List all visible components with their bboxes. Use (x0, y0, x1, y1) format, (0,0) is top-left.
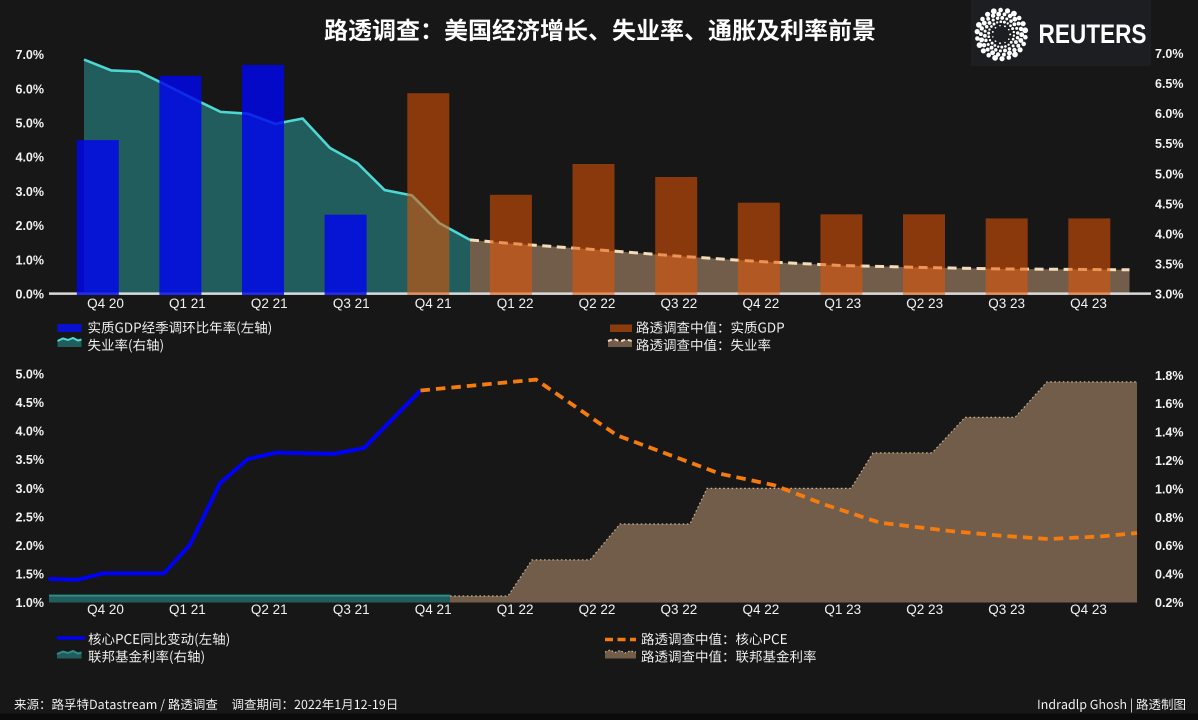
svg-text:Q3 21: Q3 21 (333, 296, 370, 311)
svg-text:Q4 20: Q4 20 (87, 602, 124, 617)
svg-text:3.5%: 3.5% (1155, 257, 1184, 271)
svg-text:0.4%: 0.4% (1155, 568, 1184, 582)
svg-text:Q4 21: Q4 21 (415, 296, 452, 311)
svg-text:Q4 22: Q4 22 (743, 602, 780, 617)
svg-text:6.0%: 6.0% (16, 82, 45, 96)
svg-text:3.0%: 3.0% (16, 482, 45, 496)
svg-text:7.0%: 7.0% (16, 48, 45, 62)
svg-text:5.0%: 5.0% (1155, 167, 1184, 181)
svg-text:0.2%: 0.2% (1155, 596, 1184, 610)
svg-text:5.0%: 5.0% (16, 117, 45, 131)
svg-text:3.0%: 3.0% (1155, 288, 1184, 302)
svg-text:Q3 21: Q3 21 (333, 602, 370, 617)
svg-text:Q4 22: Q4 22 (743, 296, 780, 311)
svg-text:Q2 22: Q2 22 (579, 602, 616, 617)
svg-text:6.0%: 6.0% (1155, 107, 1184, 121)
svg-text:2.5%: 2.5% (16, 510, 45, 524)
svg-text:Q2 23: Q2 23 (906, 296, 943, 311)
svg-text:Q1 23: Q1 23 (824, 602, 861, 617)
svg-text:Q4 23: Q4 23 (1070, 296, 1107, 311)
svg-text:6.5%: 6.5% (1155, 77, 1184, 91)
svg-text:Q4 20: Q4 20 (87, 296, 124, 311)
svg-text:REUTERS: REUTERS (1039, 19, 1147, 49)
svg-text:0.8%: 0.8% (1155, 511, 1184, 525)
svg-text:Q4 21: Q4 21 (415, 602, 452, 617)
svg-text:1.2%: 1.2% (1155, 454, 1184, 468)
svg-text:Q3 23: Q3 23 (988, 602, 1025, 617)
svg-text:Q3 22: Q3 22 (661, 296, 698, 311)
svg-text:4.5%: 4.5% (16, 396, 45, 410)
svg-text:1.6%: 1.6% (1155, 397, 1184, 411)
svg-text:Q1 22: Q1 22 (497, 602, 534, 617)
svg-text:Q2 21: Q2 21 (251, 602, 288, 617)
svg-text:5.5%: 5.5% (1155, 137, 1184, 151)
svg-text:4.0%: 4.0% (1155, 227, 1184, 241)
svg-text:Q4 23: Q4 23 (1070, 602, 1107, 617)
svg-text:Q1 23: Q1 23 (824, 296, 861, 311)
svg-text:4.0%: 4.0% (16, 425, 45, 439)
svg-text:3.5%: 3.5% (16, 453, 45, 467)
svg-text:Q2 22: Q2 22 (579, 296, 616, 311)
svg-text:1.5%: 1.5% (16, 568, 45, 582)
svg-text:1.0%: 1.0% (16, 253, 45, 267)
svg-text:Q1 22: Q1 22 (497, 296, 534, 311)
svg-text:Q1 21: Q1 21 (169, 296, 206, 311)
svg-text:7.0%: 7.0% (1155, 47, 1184, 61)
svg-text:Q3 23: Q3 23 (988, 296, 1025, 311)
svg-text:Q2 23: Q2 23 (906, 602, 943, 617)
svg-text:Q1 21: Q1 21 (169, 602, 206, 617)
svg-text:5.0%: 5.0% (16, 368, 45, 382)
svg-text:3.0%: 3.0% (16, 185, 45, 199)
svg-text:0.6%: 0.6% (1155, 539, 1184, 553)
svg-text:1.0%: 1.0% (1155, 482, 1184, 496)
svg-text:2.0%: 2.0% (16, 219, 45, 233)
svg-text:1.0%: 1.0% (16, 596, 45, 610)
svg-text:4.0%: 4.0% (16, 151, 45, 165)
svg-text:0.0%: 0.0% (16, 288, 45, 302)
svg-text:1.4%: 1.4% (1155, 426, 1184, 440)
svg-text:4.5%: 4.5% (1155, 197, 1184, 211)
svg-text:Q3 22: Q3 22 (661, 602, 698, 617)
svg-text:2.0%: 2.0% (16, 539, 45, 553)
svg-text:Q2 21: Q2 21 (251, 296, 288, 311)
svg-text:1.8%: 1.8% (1155, 369, 1184, 383)
